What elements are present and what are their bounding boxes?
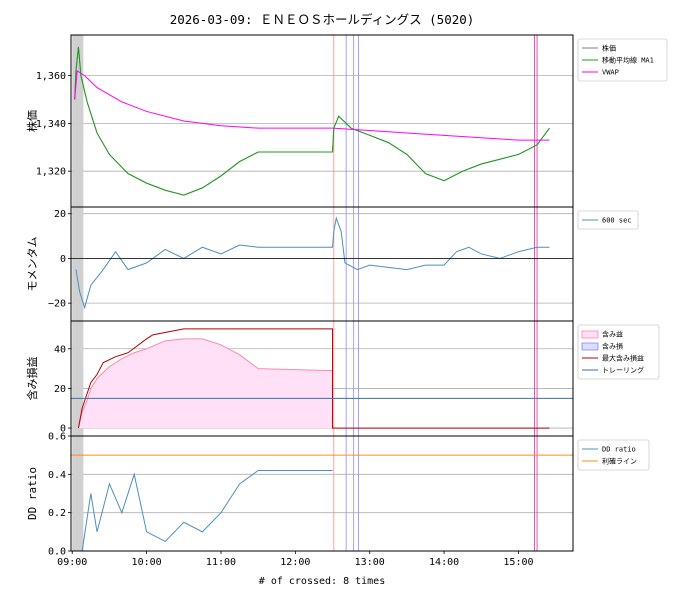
y-tick-label: 0 bbox=[60, 424, 66, 435]
legend-label: 最大含み損益 bbox=[602, 354, 644, 363]
legend-swatch bbox=[581, 330, 599, 339]
legend-label: 600 sec bbox=[602, 217, 632, 225]
y-axis-label: 株価 bbox=[25, 110, 39, 132]
panel-frame bbox=[70, 435, 574, 552]
shaded-span bbox=[72, 436, 84, 551]
y-tick-label: 40 bbox=[54, 344, 66, 355]
legend-label: 移動平均線 MA1 bbox=[602, 56, 654, 65]
series-600 sec bbox=[75, 216, 550, 310]
x-tick-label: 09:00 bbox=[57, 557, 87, 568]
y-tick-label: 0.2 bbox=[48, 508, 66, 519]
legend-box bbox=[577, 439, 650, 471]
y-tick-label: 0.0 bbox=[48, 547, 66, 558]
y-tick-label: −20 bbox=[48, 299, 66, 310]
legend-box bbox=[577, 210, 639, 230]
chart-title: 2026-03-09: ＥＮＥＯＳホールディングス (5020) bbox=[170, 12, 475, 27]
x-tick-label: 13:00 bbox=[355, 557, 385, 568]
y-tick-label: 1,320 bbox=[36, 167, 66, 178]
series-fill bbox=[78, 338, 333, 429]
series-VWAP bbox=[74, 69, 550, 141]
legend-swatch bbox=[581, 342, 599, 351]
y-axis-label: 含み損益 bbox=[25, 357, 39, 401]
y-tick-label: 1,360 bbox=[36, 71, 66, 82]
x-tick-label: 11:00 bbox=[206, 557, 236, 568]
x-tick-label: 15:00 bbox=[503, 557, 533, 568]
legend-label: VWAP bbox=[602, 69, 619, 77]
shaded-span bbox=[72, 207, 84, 321]
legend-box bbox=[577, 38, 668, 82]
legend-label: トレーリング bbox=[602, 366, 644, 375]
y-tick-label: 0.6 bbox=[48, 432, 66, 443]
legend-label: 利確ライン bbox=[602, 457, 637, 466]
legend-label: 含み益 bbox=[602, 330, 623, 339]
legend-label: 含み損 bbox=[602, 342, 623, 351]
x-tick-label: 10:00 bbox=[132, 557, 162, 568]
x-tick-label: 12:00 bbox=[280, 557, 310, 568]
y-tick-label: 1,340 bbox=[36, 119, 66, 130]
series-株価 bbox=[74, 46, 550, 196]
y-axis-label: DD ratio bbox=[26, 467, 39, 520]
legend-box bbox=[577, 324, 660, 380]
series-含み益 bbox=[77, 338, 333, 429]
y-tick-label: 0.4 bbox=[48, 470, 66, 481]
panel-momentum: −20 0 20 モメンタム 600 sec bbox=[26, 206, 639, 322]
series-DD ratio bbox=[81, 470, 333, 552]
legend-label: DD ratio bbox=[602, 446, 636, 454]
panel-frame bbox=[70, 34, 574, 208]
panel-frame bbox=[70, 206, 574, 322]
panel-dd: 0.0 0.2 0.4 0.6 DD ratio DD ratio 利確ライン bbox=[26, 432, 650, 558]
series-最大含み損益 bbox=[77, 328, 550, 429]
y-tick-label: 20 bbox=[54, 384, 66, 395]
legend-label: 株価 bbox=[602, 44, 616, 53]
y-tick-label: 0 bbox=[60, 254, 66, 265]
x-axis-label: # of crossed: 8 times bbox=[259, 576, 385, 587]
y-tick-label: 20 bbox=[54, 209, 66, 220]
y-axis-label: モメンタム bbox=[26, 237, 39, 292]
series-移動平均線 MA1 bbox=[74, 46, 550, 196]
shaded-span bbox=[72, 35, 84, 207]
x-tick-label: 14:00 bbox=[429, 557, 459, 568]
shaded-span bbox=[72, 321, 84, 436]
